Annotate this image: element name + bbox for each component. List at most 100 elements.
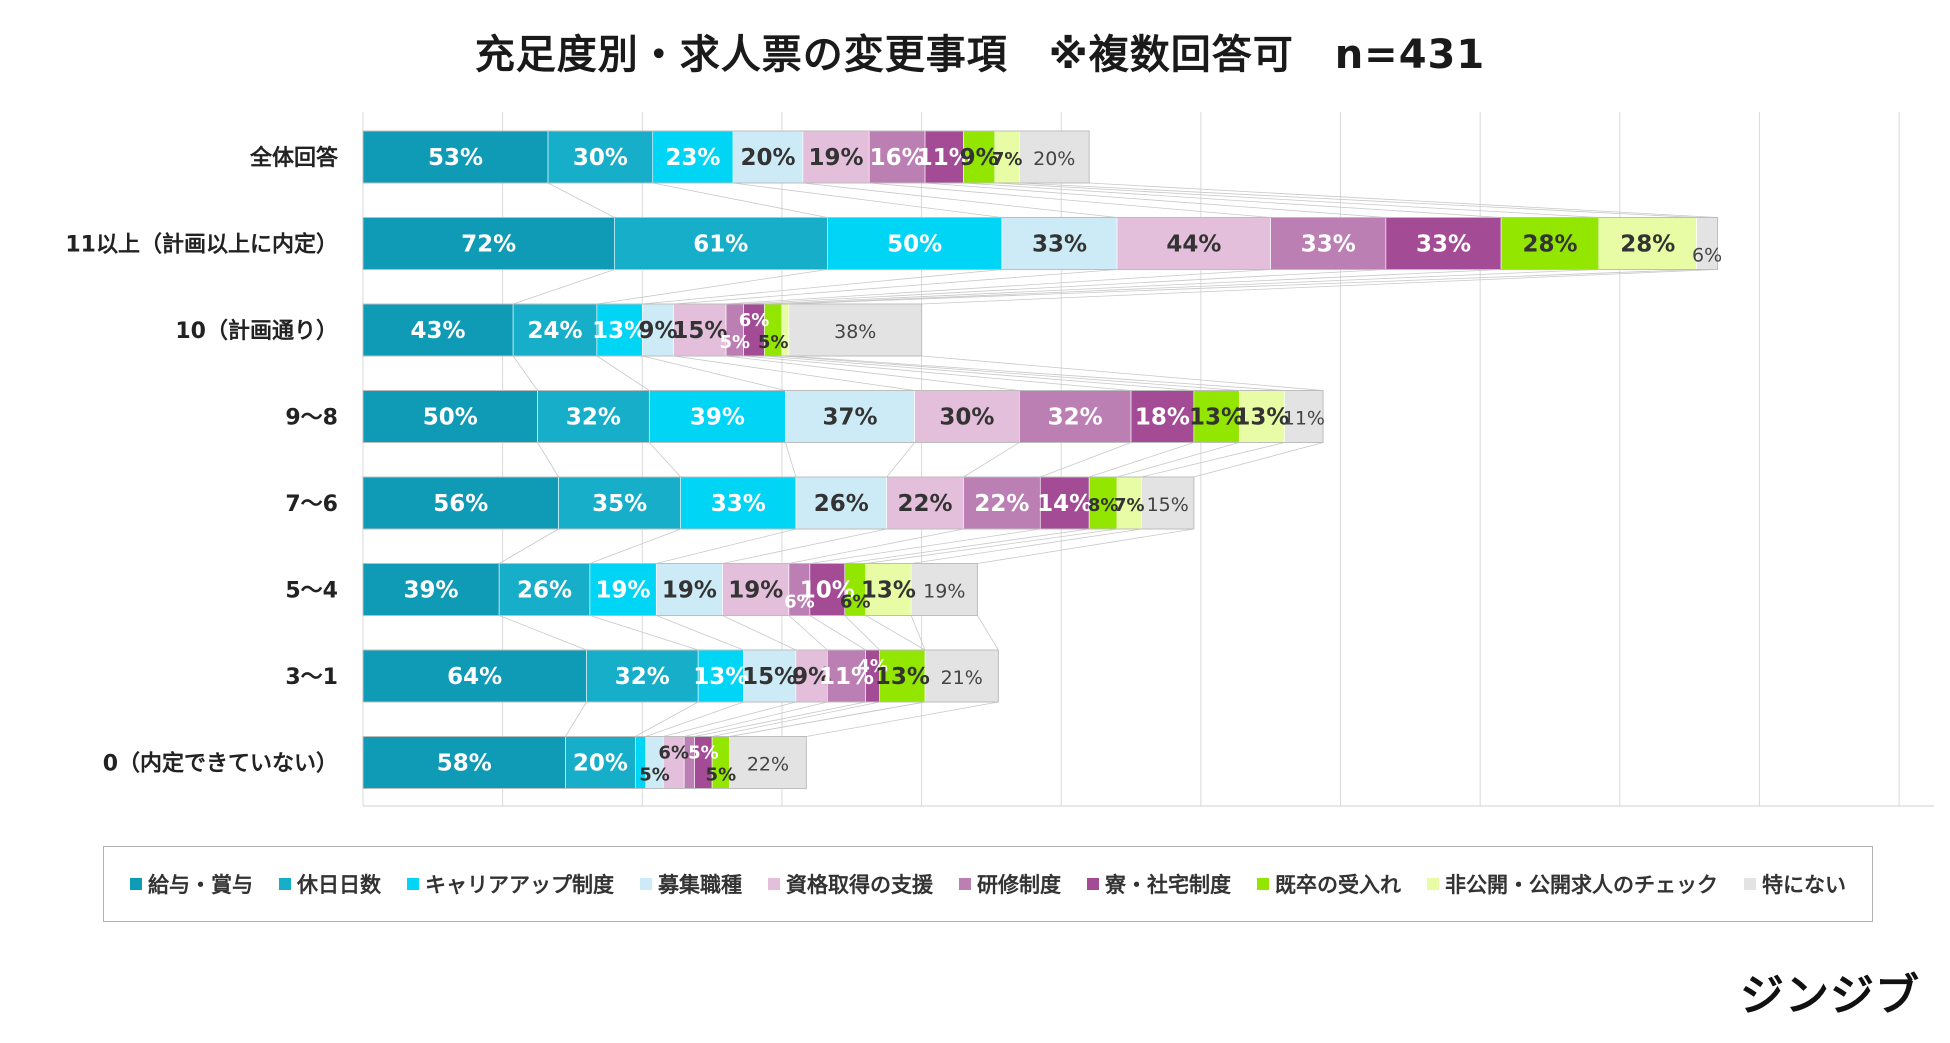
- series-connector-line: [886, 442, 915, 478]
- data-label: 6%: [840, 592, 871, 613]
- series-connector-line: [512, 355, 538, 391]
- series-connector-line: [673, 269, 1118, 305]
- series-connector-line: [1089, 442, 1195, 478]
- data-label: 7%: [1114, 495, 1145, 516]
- data-label: 13%: [592, 318, 647, 344]
- bar-segment: [614, 217, 828, 270]
- data-label: 22%: [898, 491, 953, 517]
- legend-item: 既卒の受入れ: [1257, 869, 1401, 899]
- series-connector-line: [865, 528, 1118, 564]
- series-connector-line: [589, 615, 699, 651]
- series-connector-line: [589, 528, 681, 564]
- stacked-bar-chart: 全体回答 53% 30% 23% 20% 19% 16%11%9%7% 20%11以上（計画以…: [65, 112, 1934, 807]
- data-label: 20%: [740, 145, 795, 171]
- legend-label: キャリアアップ制度: [425, 873, 614, 897]
- legend-item: 非公開・公開求人のチェック: [1427, 869, 1718, 899]
- bar-outline: [362, 736, 807, 789]
- data-label: 13%: [693, 664, 748, 690]
- category-label: 9～8: [285, 406, 338, 431]
- legend-label: 非公開・公開求人のチェック: [1445, 873, 1718, 897]
- bar-segment: [924, 649, 999, 703]
- series-connector-line: [788, 528, 964, 564]
- data-label: 9%: [792, 664, 831, 690]
- series-connector-line: [512, 269, 615, 305]
- bar-segment: [1019, 390, 1132, 443]
- bar-segment: [1598, 217, 1697, 270]
- series-connector-line: [788, 355, 1285, 391]
- legend-label: 既卒の受入れ: [1275, 873, 1401, 897]
- series-connector-line: [733, 182, 1002, 218]
- bar-segment: [586, 649, 699, 703]
- bar-outline: [362, 476, 1195, 530]
- data-label: 15%: [742, 664, 797, 690]
- data-label: 22%: [974, 491, 1029, 517]
- data-label: 20%: [1033, 148, 1075, 170]
- bar-segment: [362, 476, 559, 530]
- legend-item: 寮・社宅制度: [1087, 869, 1231, 899]
- bar-outline: [362, 303, 923, 357]
- data-label: 53%: [428, 145, 483, 171]
- data-label: 18%: [1135, 405, 1190, 431]
- legend-swatch: [768, 878, 780, 890]
- data-label: 19%: [596, 578, 651, 604]
- data-label: 33%: [1301, 232, 1356, 258]
- series-connector-line: [722, 615, 797, 651]
- data-label: 30%: [939, 405, 994, 431]
- series-connector-line: [729, 701, 926, 737]
- legend-swatch: [130, 878, 142, 890]
- data-label: 13%: [1189, 405, 1244, 431]
- data-label: 23%: [665, 145, 720, 171]
- data-label: 61%: [693, 232, 748, 258]
- chart-title: 充足度別・求人票の変更事項 ※複数回答可 n=431: [474, 32, 1486, 78]
- series-connector-line: [844, 528, 1090, 564]
- legend-item: 給与・賞与: [130, 869, 253, 899]
- data-label: 19%: [923, 581, 965, 603]
- series-connector-line: [788, 615, 828, 651]
- data-label: 19%: [809, 145, 864, 171]
- bar-segment: [788, 303, 922, 357]
- data-label: 11%: [1283, 408, 1325, 430]
- data-label: 10%: [800, 578, 855, 604]
- series-connector-line: [764, 269, 1502, 305]
- series-connector-line: [809, 528, 1041, 564]
- category-label: 7～6: [285, 492, 338, 517]
- series-connector-line: [694, 701, 866, 737]
- bar-segment: [827, 217, 1003, 270]
- series-connector-line: [925, 182, 1386, 218]
- series-connector-line: [1040, 442, 1132, 478]
- data-label: 26%: [814, 491, 869, 517]
- bar-segment: [362, 563, 500, 616]
- data-label: 5%: [706, 765, 737, 786]
- bar-segment: [697, 649, 744, 703]
- series-connector-line: [869, 182, 1271, 218]
- series-connector-line: [596, 269, 828, 305]
- bar-segment: [1039, 476, 1090, 530]
- legend-label: 休日日数: [297, 873, 381, 897]
- legend-swatch: [407, 878, 419, 890]
- legend-swatch: [1427, 878, 1439, 890]
- data-label: 58%: [437, 751, 492, 777]
- series-connector-line: [809, 615, 866, 651]
- legend-swatch: [1744, 878, 1756, 890]
- legend-swatch: [640, 878, 652, 890]
- series-connector-line: [1019, 182, 1697, 218]
- data-label: 19%: [662, 578, 717, 604]
- series-connector-line: [1089, 182, 1718, 218]
- bar-segment: [802, 130, 870, 184]
- data-label: 13%: [861, 578, 916, 604]
- data-label: 9%: [960, 145, 999, 171]
- data-label: 33%: [1416, 232, 1471, 258]
- data-label: 6%: [658, 743, 689, 764]
- data-label: 37%: [822, 405, 877, 431]
- data-label: 6%: [739, 310, 770, 331]
- series-connector-line: [645, 701, 744, 737]
- bar-segment: [680, 476, 797, 530]
- data-label: 6%: [1692, 245, 1722, 267]
- bar-segment: [362, 390, 538, 443]
- data-label: 15%: [1147, 494, 1189, 516]
- data-label: 64%: [447, 664, 502, 690]
- data-label: 43%: [411, 318, 466, 344]
- bar-segment: [589, 563, 657, 616]
- data-label: 5%: [639, 765, 670, 786]
- bar-segment: [722, 563, 790, 616]
